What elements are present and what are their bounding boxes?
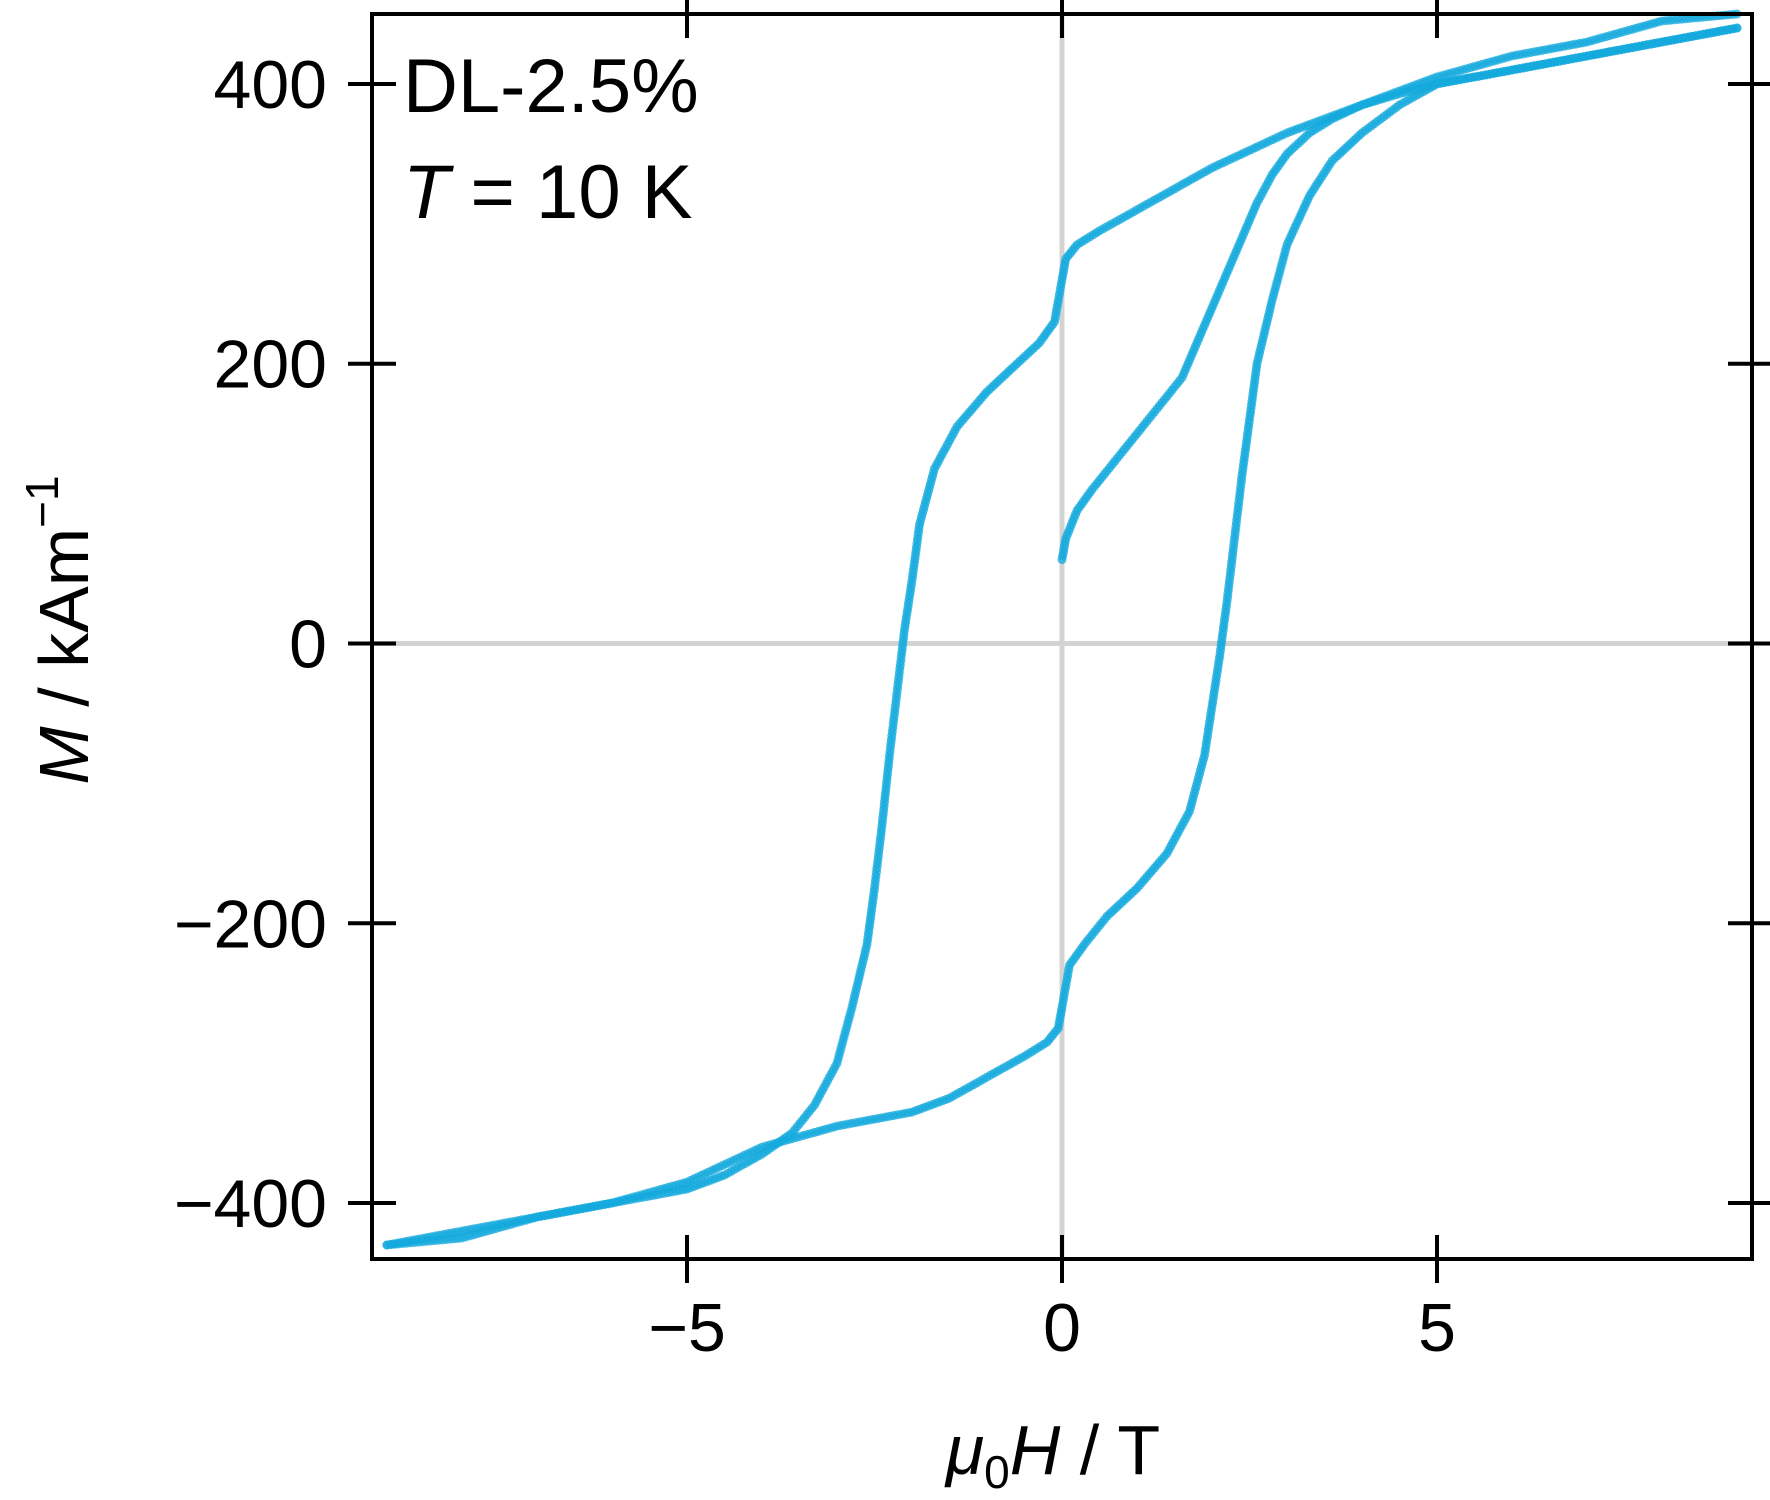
x-tick-label: 5 — [1418, 1290, 1456, 1366]
y-tick-label: 200 — [214, 327, 327, 403]
y-tick-label: 0 — [289, 606, 327, 682]
y-tick-label: −200 — [174, 886, 327, 962]
x-tick-label: −5 — [648, 1290, 726, 1366]
axis-ticks: −5 0 5 −400 −200 0 200 400 — [174, 0, 1770, 1366]
y-axis-label: M / kAm−1 — [16, 475, 103, 784]
zero-lines — [372, 14, 1752, 1259]
y-tick-label: −400 — [174, 1166, 327, 1242]
x-tick-label: 0 — [1043, 1290, 1081, 1366]
annotation-temperature: T = 10 K — [403, 150, 692, 235]
y-tick-label: 400 — [214, 47, 327, 123]
annotation-sample: DL-2.5% — [403, 44, 699, 129]
data-point-ascending — [1732, 23, 1742, 33]
data-points — [382, 9, 1742, 1250]
x-axis-label: μ0H / T — [944, 1411, 1160, 1498]
